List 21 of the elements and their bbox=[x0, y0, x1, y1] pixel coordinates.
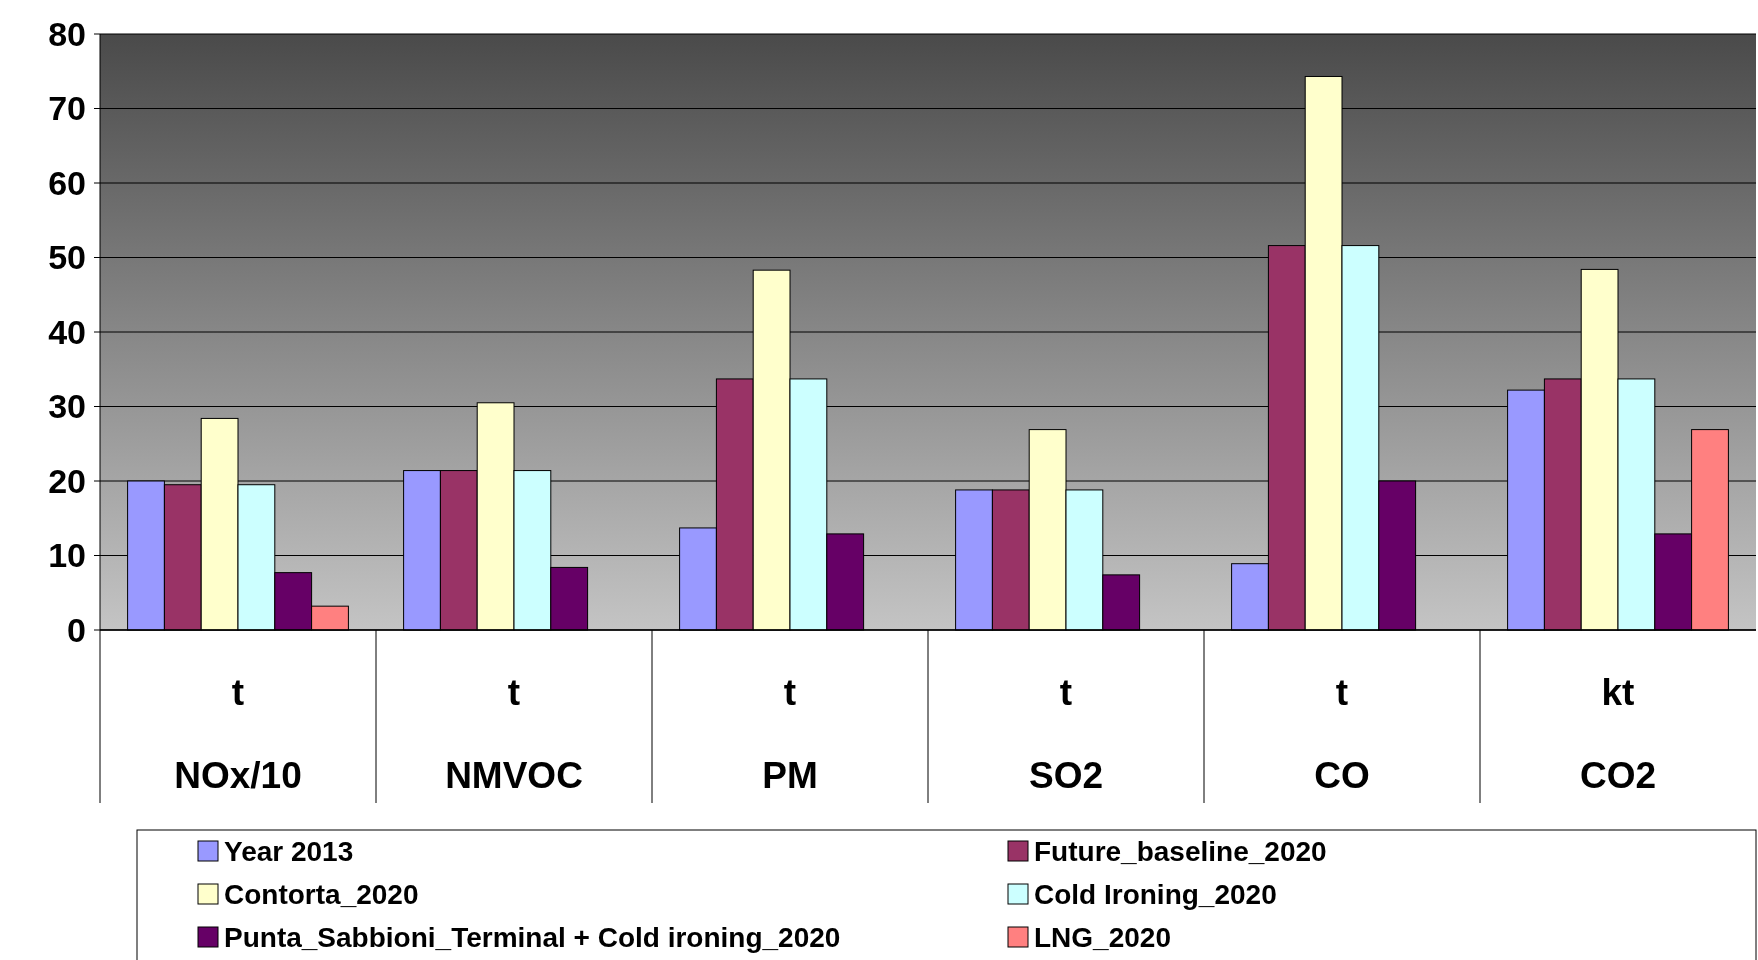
legend-label: Punta_Sabbioni_Terminal + Cold ironing_2020 bbox=[224, 921, 841, 953]
y-tick-label: 70 bbox=[48, 89, 86, 128]
x-tick-label: t NOx/10 bbox=[174, 672, 302, 796]
legend-label: Contorta_2020 bbox=[224, 878, 419, 910]
y-tick-label: 60 bbox=[48, 163, 86, 202]
y-tick-label: 20 bbox=[48, 461, 86, 500]
y-tick-label: 10 bbox=[48, 536, 86, 575]
legend-label: Cold Ironing_2020 bbox=[1034, 878, 1277, 910]
legend-label: Year 2013 bbox=[224, 835, 354, 867]
legend-label: Future_baseline_2020 bbox=[1034, 835, 1327, 867]
y-tick-label: 50 bbox=[48, 238, 86, 277]
y-tick-label: 30 bbox=[48, 387, 86, 426]
x-tick-label: t CO bbox=[1314, 672, 1370, 796]
y-tick-label: 80 bbox=[48, 14, 86, 53]
x-tick-label: kt CO2 bbox=[1579, 672, 1657, 796]
x-tick-label: t PM bbox=[762, 672, 818, 796]
x-tick-label: t SO2 bbox=[1028, 672, 1104, 796]
y-tick-label: 40 bbox=[48, 312, 86, 351]
x-tick-label: t NMVOC bbox=[445, 672, 583, 796]
y-tick-label: 0 bbox=[67, 610, 86, 649]
legend-label: LNG_2020 bbox=[1034, 921, 1171, 953]
